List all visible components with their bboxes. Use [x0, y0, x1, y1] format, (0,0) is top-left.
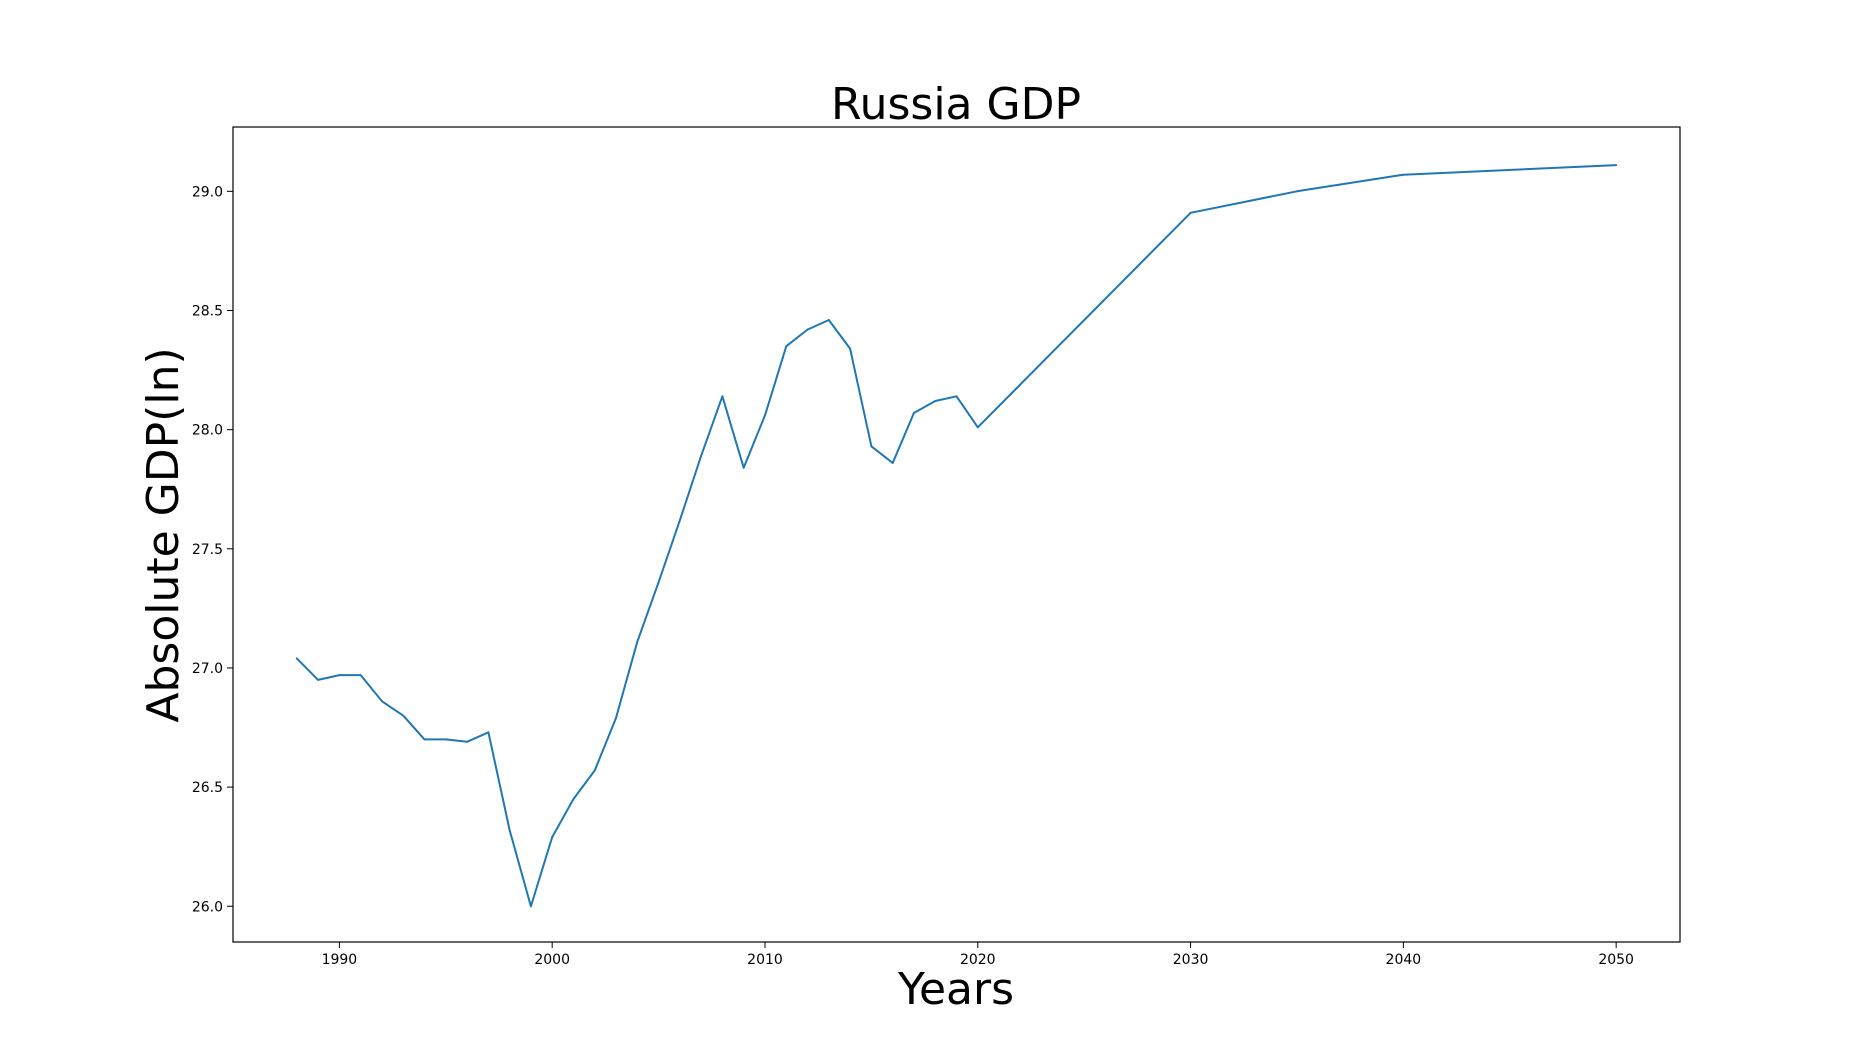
- x-axis: 1990 2000 2010 2020 2030 2040 2050: [322, 942, 1634, 968]
- data-point: [913, 412, 915, 414]
- data-point: [657, 581, 660, 584]
- data-point: [615, 717, 617, 719]
- series-layer: [295, 164, 1618, 908]
- data-point: [508, 829, 511, 831]
- data-point: [593, 769, 596, 772]
- y-axis: 26.0 26.5 27.0 27.5 28.0 28.5 29.0: [192, 184, 233, 915]
- data-point: [721, 395, 724, 398]
- data-point: [785, 345, 788, 348]
- x-tick-label: 2030: [1173, 952, 1209, 968]
- data-point: [381, 700, 383, 703]
- data-point: [678, 519, 681, 522]
- data-point: [295, 657, 298, 660]
- data-point: [402, 714, 405, 717]
- x-tick-label: 2040: [1386, 952, 1422, 968]
- data-point: [444, 738, 447, 741]
- data-point: [359, 674, 362, 676]
- data-point: [827, 319, 830, 321]
- data-point: [551, 836, 554, 839]
- data-point: [891, 462, 894, 464]
- data-point: [1296, 190, 1298, 193]
- data-point: [487, 731, 490, 734]
- data-point: [849, 347, 852, 350]
- data-point: [1615, 164, 1618, 167]
- x-tick-label: 2010: [747, 952, 783, 968]
- y-tick-label: 29.0: [192, 184, 223, 200]
- data-point: [317, 678, 320, 681]
- x-tick-label: 2020: [960, 952, 996, 968]
- data-point: [572, 798, 575, 800]
- data-point: [423, 738, 426, 741]
- data-point: [742, 466, 745, 469]
- data-point: [934, 400, 937, 402]
- data-point: [870, 445, 873, 448]
- x-tick-label: 2000: [534, 952, 570, 968]
- data-point: [955, 395, 958, 398]
- data-point: [976, 426, 979, 429]
- y-tick-label: 26.0: [192, 899, 223, 915]
- y-tick-label: 26.5: [192, 780, 223, 796]
- data-point: [1189, 211, 1192, 214]
- y-tick-label: 28.0: [192, 423, 223, 439]
- y-axis-label: Absolute GDP(ln): [138, 347, 189, 722]
- x-tick-label: 2050: [1598, 952, 1634, 968]
- plot-area: [232, 126, 1681, 943]
- x-axis-label: Years: [897, 964, 1014, 1015]
- data-point: [806, 328, 809, 331]
- data-point: [764, 414, 766, 417]
- data-point: [530, 905, 532, 908]
- y-tick-label: 27.5: [192, 542, 223, 558]
- x-tick-label: 1990: [322, 952, 358, 968]
- y-tick-label: 28.5: [192, 303, 223, 319]
- data-point: [700, 454, 703, 457]
- data-point: [636, 640, 639, 643]
- data-point: [1402, 173, 1405, 176]
- data-point: [338, 674, 341, 676]
- chart-title: Russia GDP: [831, 79, 1081, 130]
- y-tick-label: 27.0: [192, 661, 223, 677]
- data-point: [466, 740, 468, 743]
